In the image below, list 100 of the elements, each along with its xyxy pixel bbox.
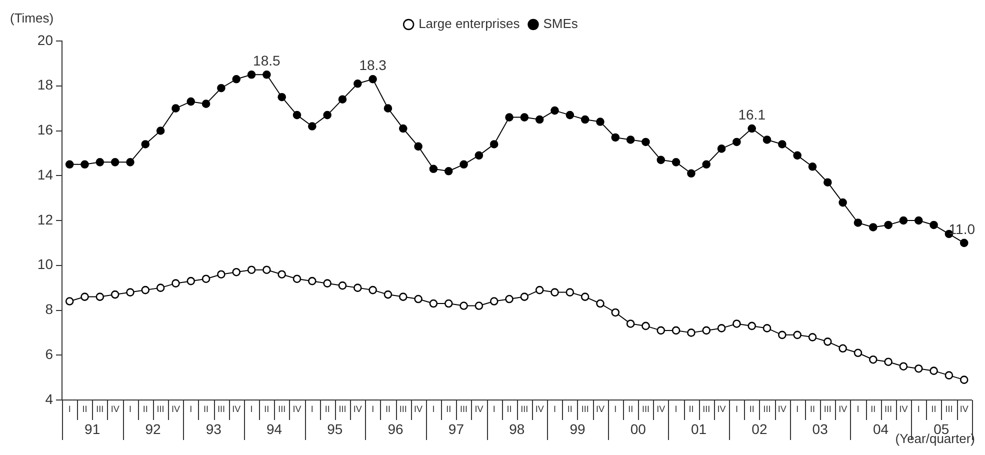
point <box>824 178 832 187</box>
x-tick-label: IV <box>414 404 423 414</box>
point <box>914 364 923 373</box>
point <box>687 169 696 178</box>
point <box>566 110 574 120</box>
x-tick-label: III <box>884 404 892 414</box>
point <box>687 328 696 337</box>
point <box>732 320 741 328</box>
point <box>414 294 422 304</box>
point <box>672 326 680 335</box>
text: 99 <box>570 420 586 437</box>
point <box>202 274 210 283</box>
point <box>808 162 817 171</box>
data-label: 16.1 <box>738 106 766 122</box>
text: 91 <box>84 420 100 437</box>
point <box>748 124 756 133</box>
x-tick-label: III <box>945 404 953 414</box>
data-label: 11.0 <box>948 220 976 237</box>
point <box>505 113 514 122</box>
y-tick-label: 8 <box>45 301 54 318</box>
point <box>414 142 422 151</box>
x-tick-label: III <box>520 404 528 414</box>
point <box>308 122 316 130</box>
point <box>384 104 392 112</box>
point <box>490 140 498 148</box>
x-tick-label: I <box>128 404 132 414</box>
point <box>156 284 165 292</box>
x-tick-label: III <box>702 404 710 414</box>
x-tick-label: IV <box>899 404 908 414</box>
point <box>732 138 741 146</box>
point <box>429 299 438 308</box>
point <box>748 322 756 330</box>
x-tick-label: III <box>156 404 164 414</box>
x-tick-label: II <box>324 404 330 414</box>
point <box>899 216 908 225</box>
point <box>944 371 954 380</box>
point <box>460 302 468 310</box>
point <box>186 276 196 286</box>
point <box>247 266 256 274</box>
point <box>126 288 134 296</box>
point <box>429 164 438 174</box>
point <box>884 358 892 366</box>
point <box>960 376 968 384</box>
point <box>642 138 650 146</box>
x-tick-label: III <box>338 404 346 414</box>
point <box>626 136 635 144</box>
point <box>808 333 817 342</box>
point <box>368 74 377 84</box>
point <box>232 268 241 276</box>
x-tick-label: IV <box>717 404 726 414</box>
x-tick-label: I <box>250 404 253 414</box>
point <box>398 124 408 133</box>
point <box>262 266 271 274</box>
point <box>217 84 226 92</box>
data-label: 18.3 <box>359 57 387 74</box>
point <box>762 136 772 144</box>
x-tick-label: I <box>735 404 738 414</box>
x-tick-label: II <box>870 404 876 414</box>
x-tick-label: II <box>204 404 209 414</box>
x-tick-label: III <box>824 404 832 414</box>
point <box>884 220 892 230</box>
x-tick-label: I <box>310 404 314 414</box>
x-tick-label: IV <box>596 404 604 414</box>
x-tick-label: II <box>688 404 694 414</box>
legend-label: Large enterprises <box>418 16 520 32</box>
point <box>642 322 650 330</box>
point <box>854 348 862 358</box>
x-tick-label: I <box>614 404 617 414</box>
point <box>354 79 362 88</box>
text: 94 <box>266 420 282 437</box>
x-tick-label: III <box>642 404 650 414</box>
x-tick-label: IV <box>656 404 666 414</box>
point <box>596 299 604 308</box>
point <box>278 270 286 278</box>
y-tick-label: 10 <box>37 256 54 272</box>
x-tick-label: I <box>68 404 71 414</box>
point <box>110 158 120 166</box>
point <box>869 223 878 232</box>
x-tick-label: III <box>581 404 589 414</box>
y-axis-title: (Times) <box>10 10 54 26</box>
point <box>854 218 862 227</box>
y-tick-label: 16 <box>37 122 54 138</box>
x-tick-label: II <box>385 404 390 414</box>
x-tick-label: IV <box>353 404 362 414</box>
text: 93 <box>206 420 222 437</box>
x-tick-label: II <box>446 404 452 414</box>
point <box>308 276 316 286</box>
y-tick-label: 12 <box>37 211 54 228</box>
point <box>930 366 938 375</box>
point <box>292 110 302 120</box>
text: 95 <box>327 420 343 437</box>
x-tick-label: III <box>217 404 225 414</box>
text: 98 <box>509 420 525 437</box>
point <box>550 106 559 115</box>
x-tick-label: I <box>674 404 678 414</box>
point <box>338 95 347 104</box>
x-tick-label: III <box>460 404 468 414</box>
point <box>172 104 180 112</box>
point <box>292 274 302 283</box>
y-tick-label: 4 <box>45 390 54 407</box>
